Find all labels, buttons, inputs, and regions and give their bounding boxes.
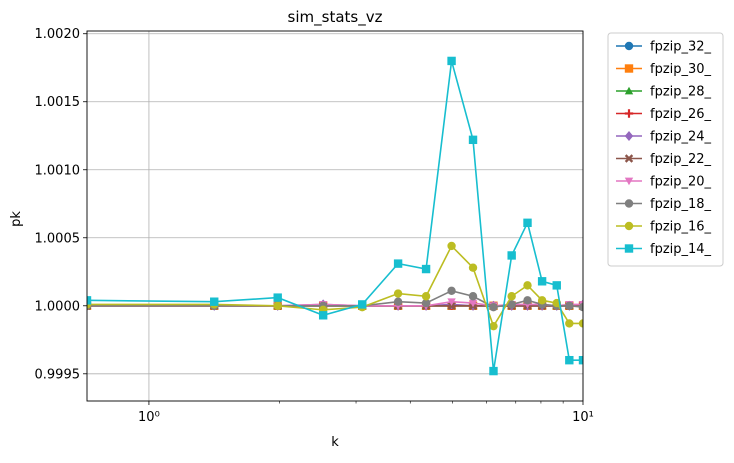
series-line [87,244,583,329]
legend-label: fpzip_14_ [650,242,712,257]
data-point [393,259,403,268]
data-point [624,221,634,231]
data-point [523,281,532,290]
data-point [565,301,574,310]
series-line [87,60,583,372]
legend-label: fpzip_32_ [650,40,712,55]
legend-item: fpzip_32_ [616,40,712,55]
axes-frame [86,30,584,402]
y-tick-label: 1.0005 [35,231,81,246]
legend-item: fpzip_22_ [616,152,712,167]
y-tick-label: 1.0010 [35,163,81,178]
data-point [421,292,431,301]
x-tick-label: 10⁰ [138,410,160,425]
legend-label: fpzip_22_ [650,152,712,167]
legend-item: fpzip_24_ [616,130,712,145]
legend-label: fpzip_18_ [650,197,712,212]
legend-item: fpzip_16_ [616,220,712,235]
data-point [624,154,634,163]
data-point [507,292,516,301]
data-point [624,64,634,73]
data-point [578,302,583,312]
data-point [87,296,92,305]
data-point [523,296,532,305]
legend-label: fpzip_30_ [650,62,712,77]
data-point [624,41,634,51]
legend-item: fpzip_28_ [616,85,712,100]
data-point [578,319,583,328]
data-point [565,355,574,365]
x-axis-label: k [331,435,339,450]
data-point [489,321,498,331]
data-point [624,86,634,95]
data-point [624,109,634,118]
data-point [507,300,516,309]
data-point [421,298,431,308]
y-tick-label: 0.9995 [35,367,81,382]
legend-item: fpzip_14_ [616,242,712,257]
data-point [447,56,456,66]
series-fpzip-16 [87,241,583,331]
data-point [578,355,583,365]
data-point [447,241,456,251]
legend-label: fpzip_26_ [650,107,712,122]
legend: fpzip_32_ fpzip_30_ fpzip_28_ fpzip_26_fpzi… [607,32,724,267]
data-point [537,277,547,286]
data-point [447,286,456,296]
y-tick-label: 1.0015 [35,95,81,110]
data-point [393,289,403,298]
data-point [489,302,498,312]
y-tick-label: 1.0000 [35,299,81,314]
data-point [468,263,478,272]
data-point [447,298,456,306]
y-axis-label: pk [9,211,24,227]
data-point [421,264,431,274]
chart-title: sim_stats_vz [288,8,383,27]
legend-item: fpzip_30_ [616,62,712,77]
legend-item: fpzip_18_ [616,197,712,212]
data-point [624,130,634,142]
data-point [624,244,634,253]
plot-series [87,56,583,376]
data-point [552,281,561,290]
data-point [523,218,532,228]
data-point [393,297,403,306]
y-tick-label: 1.0020 [35,27,81,42]
data-point [318,311,328,320]
legend-item: fpzip_26_ [616,107,712,122]
data-point [358,300,367,309]
data-point [273,293,282,302]
data-point [273,301,282,310]
legend-label: fpzip_16_ [650,220,712,235]
plot-area [87,31,583,401]
data-point [565,319,574,328]
data-point [489,366,498,376]
legend-label: fpzip_28_ [650,85,712,100]
series-fpzip-14 [87,56,583,376]
data-point [624,177,634,186]
data-point [468,292,478,301]
data-point [468,135,478,145]
data-point [537,296,547,305]
data-point [624,199,634,208]
x-tick-label: 10¹ [572,410,594,425]
data-point [507,251,516,260]
legend-item: fpzip_20_ [616,175,712,190]
data-point [210,297,219,306]
legend-label: fpzip_24_ [650,130,712,145]
legend-label: fpzip_20_ [650,175,712,190]
data-point [468,299,478,308]
